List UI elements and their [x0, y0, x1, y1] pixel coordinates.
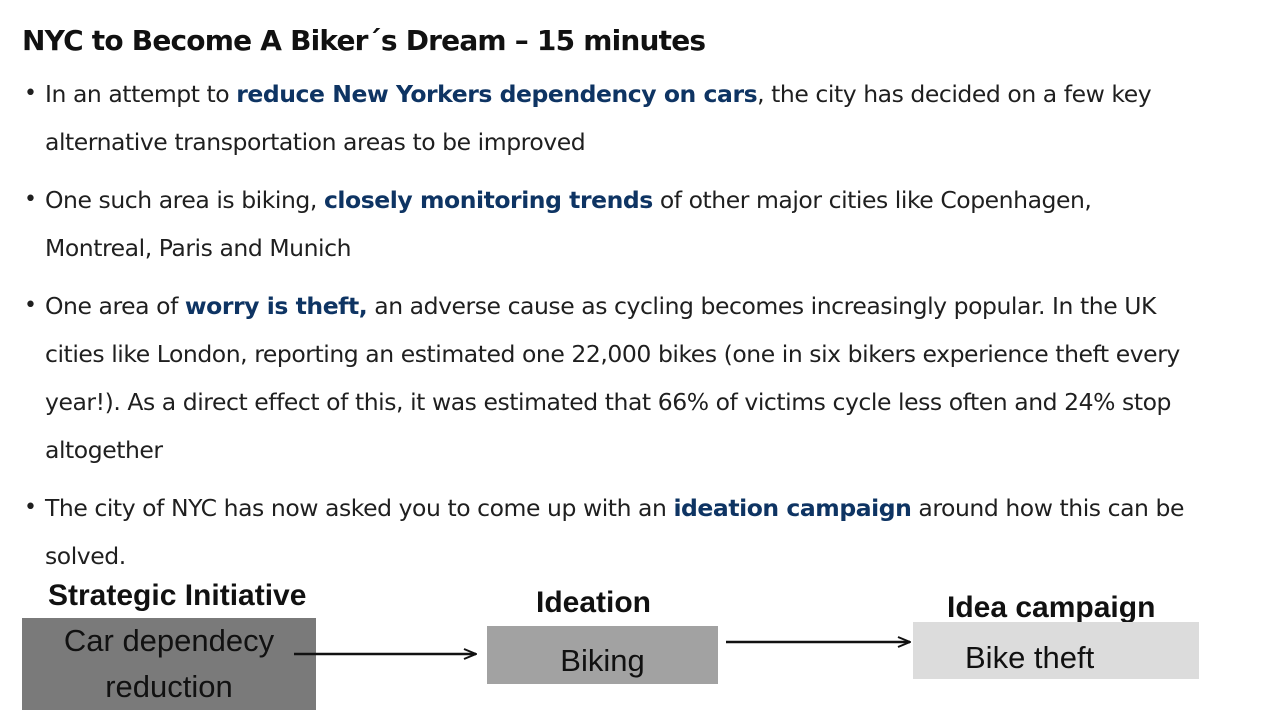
bullet-item-ideation-campaign: • The city of NYC has now asked you to c… — [24, 484, 1184, 580]
bullet-text: , the city has decided on a few key alte… — [45, 80, 1152, 156]
strategic-box-line-2: reduction — [105, 669, 233, 704]
bullet-text: The city of NYC has now asked you to com… — [45, 494, 674, 522]
bullet-dot: • — [24, 293, 37, 318]
bullet-list: • In an attempt to reduce New Yorkers de… — [24, 70, 1184, 580]
idea-campaign-label: Idea campaign — [947, 591, 1156, 624]
bullet-highlight: closely monitoring trends — [323, 186, 653, 214]
bullet-text: One such area is biking, — [45, 186, 324, 214]
bullet-text: around how this can be solved. — [45, 494, 1184, 570]
strategic-initiative-label: Strategic Initiative — [48, 579, 307, 612]
ideation-box: Biking — [487, 626, 718, 684]
ideation-box-text: Biking — [560, 643, 645, 678]
strategic-box-line-1: Car dependecy — [63, 623, 275, 658]
bullet-text: an adverse cause as cycling becomes incr… — [45, 292, 1180, 464]
idea-campaign-box: Bike theft — [913, 622, 1199, 679]
bullet-text: In an attempt to — [45, 80, 237, 108]
bullet-text: of other major cities like Copenhagen, M… — [45, 186, 1092, 262]
idea-campaign-box-text: Bike theft — [965, 640, 1095, 675]
bullet-dot: • — [24, 187, 37, 212]
strategic-initiative-box: Car dependecy reduction — [22, 618, 316, 710]
bullet-item-theft-worry: • One area of worry is theft, an adverse… — [24, 282, 1184, 474]
bullet-highlight: reduce New Yorkers dependency on cars — [236, 80, 758, 108]
bullet-highlight: worry is theft, — [184, 292, 368, 320]
slide-title: NYC to Become A Biker´s Dream – 15 minut… — [22, 24, 706, 57]
bullet-item-biking-trends: • One such area is biking, closely monit… — [24, 176, 1184, 272]
bullet-highlight: ideation campaign — [673, 494, 912, 522]
bullet-item-reduce-car-dependency: • In an attempt to reduce New Yorkers de… — [24, 70, 1184, 166]
ideation-label: Ideation — [536, 586, 652, 619]
bullet-dot: • — [24, 81, 37, 106]
bullet-text: One area of — [45, 292, 185, 320]
bullet-dot: • — [24, 495, 37, 520]
